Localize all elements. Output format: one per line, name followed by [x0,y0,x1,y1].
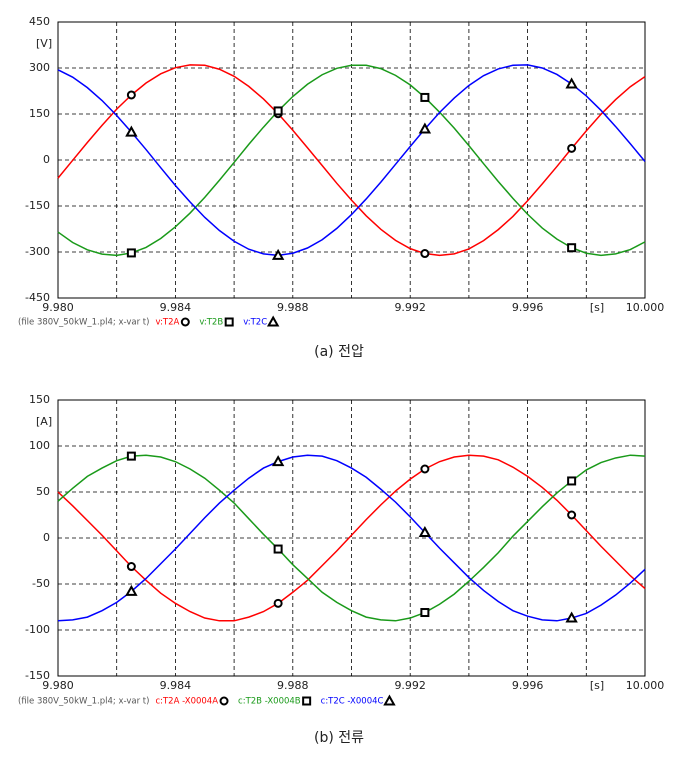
data-marker [420,249,430,259]
data-marker [271,455,285,467]
x-unit: [s] [590,679,604,692]
caption: (b) 전류 [314,730,364,746]
legend-marker [224,317,234,327]
caption: (a) 전압 [314,344,364,360]
y-tick-label: 50 [36,485,50,498]
y-tick-label: -150 [25,669,50,682]
legend-marker [383,694,396,706]
x-tick-label: 9.984 [160,679,192,692]
data-marker [126,451,136,461]
x-tick-label: 9.996 [512,679,544,692]
x-tick-label: 10.000 [626,301,665,314]
x-tick-label: 9.996 [512,301,544,314]
data-marker [567,476,577,486]
x-tick-label: 9.984 [160,301,192,314]
legend-entry: c:T2B -X0004B [238,697,301,707]
legend-entry: c:T2C -X0004C [321,697,384,707]
x-tick-label: 9.992 [394,679,426,692]
data-marker [126,90,136,100]
series-line [57,454,646,622]
x-unit: [s] [590,301,604,314]
y-tick-label: 150 [29,393,50,406]
x-tick-label: 9.980 [42,679,74,692]
plot-frame [57,399,646,677]
legend-marker [302,696,312,706]
x-tick-label: 9.992 [394,301,426,314]
data-marker [273,598,283,608]
y-tick-label: 0 [43,531,50,544]
data-marker [273,106,283,116]
legend-marker [180,317,190,327]
y-tick-label: -100 [25,623,50,636]
y-tick-label: 450 [29,15,50,28]
series-line [57,454,646,622]
data-marker [567,510,577,520]
data-marker [125,125,138,137]
y-tick-label: -450 [25,291,50,304]
data-marker [565,77,578,89]
data-marker [565,611,578,623]
y-tick-label: 300 [29,61,50,74]
data-marker [418,525,432,537]
series-line [57,454,646,622]
data-marker [420,92,430,102]
data-marker [567,243,577,253]
data-marker [271,248,285,260]
series-line [57,64,646,257]
x-tick-label: 9.988 [277,679,309,692]
x-tick-label: 9.988 [277,301,309,314]
legend-marker [266,315,280,327]
legend-entry: v:T2C [243,318,267,328]
y-tick-label: -150 [25,199,50,212]
legend-marker [219,696,229,706]
data-marker [273,544,283,554]
data-marker [418,122,432,134]
y-tick-label: -300 [25,245,50,258]
data-marker [126,248,136,258]
series-line [57,64,646,257]
y-tick-label: 0 [43,153,50,166]
plot-frame [57,21,646,299]
legend-entry: v:T2B [199,318,223,328]
legend-prefix: (file 380V_50kW_1.pl4; x-var t) [18,697,149,707]
y-unit: [V] [36,37,52,50]
data-marker [420,608,430,618]
legend-entry: c:T2A -X0004A [155,697,218,707]
legend-prefix: (file 380V_50kW_1.pl4; x-var t) [18,318,149,328]
y-tick-label: 100 [29,439,50,452]
x-tick-label: 10.000 [626,679,665,692]
y-tick-label: 150 [29,107,50,120]
data-marker [126,562,136,572]
y-tick-label: -50 [32,577,50,590]
data-marker [567,143,577,153]
data-marker [420,464,430,474]
series-line [57,64,646,257]
legend-entry: v:T2A [155,318,179,328]
x-tick-label: 9.980 [42,301,74,314]
data-marker [125,584,138,596]
y-unit: [A] [36,415,52,428]
